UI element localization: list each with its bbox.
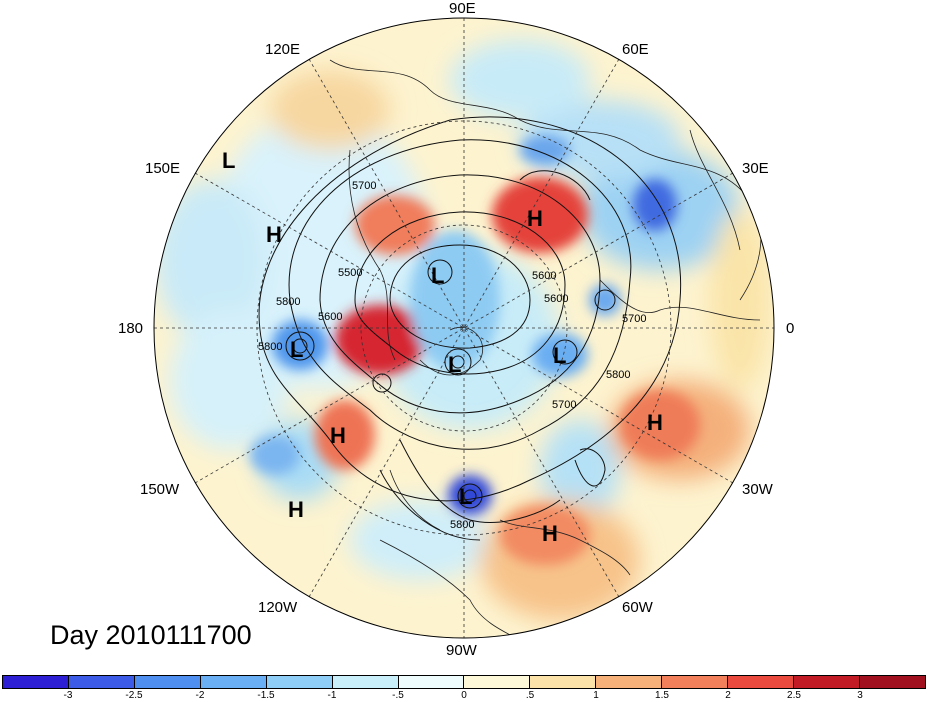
longitude-label-60e: 60E (622, 41, 649, 58)
height-contours (258, 116, 682, 541)
colorbar-tick-label: -2.5 (125, 690, 143, 701)
colorbar-swatch (596, 676, 663, 688)
high-marker: H (266, 222, 282, 247)
colorbar-swatch (134, 676, 201, 688)
colorbar-tick-label: -1.5 (257, 690, 275, 701)
colorbar-swatch (332, 676, 399, 688)
colorbar-swatch (200, 676, 267, 688)
colorbar-tick-label: 0 (461, 690, 467, 701)
contour-label: 5600 (544, 293, 568, 305)
longitude-label-30w: 30W (742, 481, 773, 498)
colorbar-tick-label: 1.5 (655, 690, 669, 701)
colorbar-swatch (794, 676, 860, 688)
colorbar-tick-label: -1 (327, 690, 337, 701)
low-marker: L (448, 352, 461, 377)
longitude-label-120w: 120W (258, 599, 298, 616)
contour-label: 5700 (352, 180, 376, 192)
longitude-label-30e: 30E (742, 160, 769, 177)
colorbar (2, 675, 926, 689)
longitude-label-150e: 150E (145, 160, 181, 177)
colorbar-tick-label: 2 (725, 690, 731, 701)
colorbar-swatch (530, 676, 597, 688)
colorbar-tick-label: 3 (857, 690, 863, 701)
longitude-label-150w: 150W (140, 481, 180, 498)
high-marker: H (288, 497, 304, 522)
longitude-label-180: 180 (118, 320, 144, 337)
day-label: Day 2010111700 (50, 620, 252, 650)
longitude-label-60w: 60W (622, 599, 653, 616)
contour-label: 5500 (338, 267, 362, 279)
colorbar-swatch (3, 676, 69, 688)
colorbar-swatch (398, 676, 465, 688)
colorbar-swatch (728, 676, 795, 688)
low-marker: L (553, 343, 566, 368)
contour-label: 5800 (276, 296, 300, 308)
colorbar-tick-label: -2 (195, 690, 205, 701)
high-marker: H (542, 521, 558, 546)
low-marker: L (431, 263, 444, 288)
colorbar-tick-label: 2.5 (787, 690, 801, 701)
high-marker: H (647, 410, 663, 435)
anomaly-field (154, 18, 774, 638)
contour-label: 5800 (258, 341, 282, 353)
contour-label: 5600 (318, 311, 342, 323)
longitude-label-90w: 90W (446, 642, 477, 659)
colorbar-swatch (266, 676, 333, 688)
graticule (154, 18, 774, 638)
contour-label: 5700 (552, 399, 576, 411)
contour-label: 5600 (532, 270, 556, 282)
contour-label: 5800 (606, 369, 630, 381)
pressure-systems: L H H L L L L H H H H L H (222, 148, 663, 546)
low-marker: L (222, 148, 235, 173)
low-marker: L (290, 337, 303, 362)
contour-label: 5700 (622, 313, 646, 325)
map-boundary (153, 17, 775, 639)
colorbar-tick-label: .5 (525, 690, 535, 701)
contour-labels: 5700 5600 5500 5800 5600 5800 5600 5700 … (258, 180, 646, 531)
low-marker: L (459, 484, 472, 509)
colorbar-swatch (464, 676, 531, 688)
contour-label: 5800 (450, 519, 474, 531)
polar-map: 5700 5600 5500 5800 5600 5800 5600 5700 … (153, 17, 775, 639)
longitude-label-120e: 120E (265, 41, 301, 58)
colorbar-swatch (662, 676, 729, 688)
longitude-label-90e: 90E (449, 0, 476, 17)
high-marker: H (527, 206, 543, 231)
colorbar-swatch (859, 676, 925, 688)
colorbar-swatch (68, 676, 135, 688)
colorbar-tick-label: -.5 (392, 690, 404, 701)
high-marker: H (330, 423, 346, 448)
colorbar-tick-label: -3 (63, 690, 73, 701)
longitude-label-0: 0 (786, 320, 795, 337)
colorbar-tick-label: 1 (593, 690, 599, 701)
